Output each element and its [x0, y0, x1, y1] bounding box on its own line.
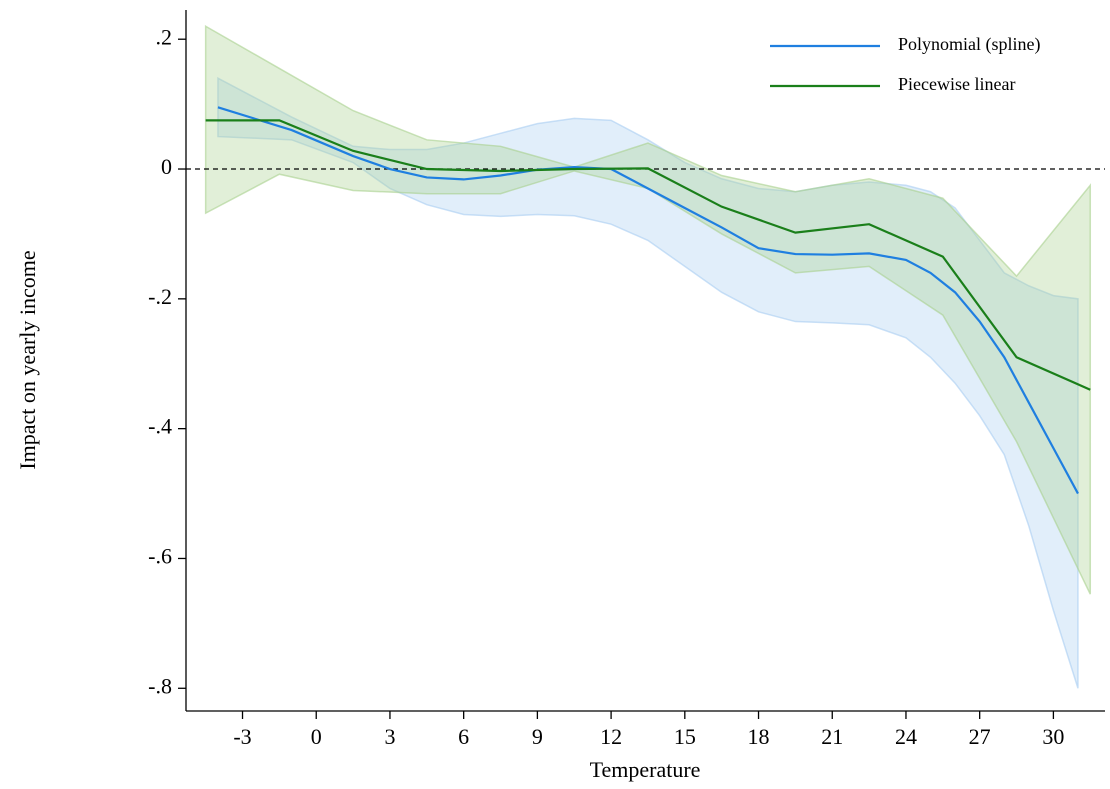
y-tick-label: -.6 [148, 544, 172, 569]
x-tick-label: 18 [748, 724, 770, 749]
x-tick-label: 12 [600, 724, 622, 749]
x-tick-label: 30 [1042, 724, 1064, 749]
y-tick-label: -.4 [148, 414, 172, 439]
x-tick-label: -3 [233, 724, 251, 749]
x-tick-label: 6 [458, 724, 469, 749]
y-tick-label: -.8 [148, 673, 172, 698]
x-axis-label: Temperature [590, 757, 701, 782]
x-tick-label: 3 [384, 724, 395, 749]
x-tick-label: 24 [895, 724, 917, 749]
confidence-band [204, 24, 1092, 595]
x-tick-label: 21 [821, 724, 843, 749]
y-tick-label: 0 [161, 154, 172, 179]
x-tick-label: 0 [311, 724, 322, 749]
x-tick-label: 15 [674, 724, 696, 749]
y-tick-label: .2 [156, 24, 173, 49]
y-tick-label: -.2 [148, 284, 172, 309]
legend-label: Polynomial (spline) [898, 34, 1041, 55]
legend-label: Piecewise linear [898, 74, 1015, 94]
y-axis-label: Impact on yearly income [15, 250, 40, 469]
x-tick-label: 9 [532, 724, 543, 749]
series-line [205, 119, 1091, 391]
series-line [217, 106, 1079, 495]
x-tick-label: 27 [969, 724, 991, 749]
confidence-band [217, 76, 1079, 689]
